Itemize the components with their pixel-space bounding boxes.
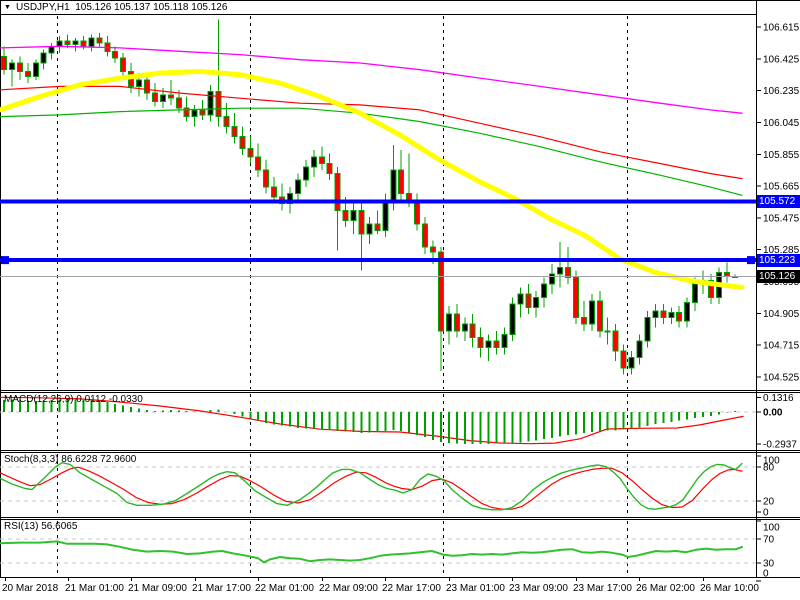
price-tick-label: 104.715 <box>763 341 800 352</box>
stoch-tick-label: 100 <box>763 456 780 467</box>
rsi-tick-label: 0 <box>763 569 769 580</box>
candles <box>1 19 738 375</box>
hline-handle-left[interactable] <box>1 256 9 265</box>
time-tick-label: 26 Mar 02:00 <box>636 583 695 594</box>
stoch-k-line <box>0 462 743 511</box>
macd-tick-label: 0.1316 <box>763 393 794 404</box>
time-tick-label: 20 Mar 2018 <box>2 583 59 594</box>
time-tick-label: 21 Mar 01:00 <box>65 583 124 594</box>
time-tick-label: 22 Mar 09:00 <box>319 583 378 594</box>
macd-histogram <box>3 398 736 445</box>
stoch-d-line <box>0 466 743 510</box>
ma-magenta <box>0 45 743 114</box>
symbol-dropdown-arrow-icon[interactable]: ▼ <box>4 4 11 11</box>
price-tick-label: 105.855 <box>763 150 800 161</box>
macd-tick-label: 0.00 <box>763 408 783 419</box>
time-tick-label: 23 Mar 09:00 <box>509 583 568 594</box>
time-axis[interactable]: 20 Mar 2018 21 Mar 01:00 21 Mar 09:00 21 Ma… <box>2 577 759 594</box>
symbol-ohlc-text: USDJPY,H1 105.126 105.137 105.118 105.12… <box>15 2 228 13</box>
rsi-indicator-label: RSI(13) 56.6065 <box>4 521 78 532</box>
price-axis[interactable]: 106.615 106.425 106.235 106.045 105.855 105.6… <box>756 0 800 582</box>
price-label-resistance-1[interactable]: 105.572 <box>757 195 800 208</box>
panel-frames <box>0 0 800 578</box>
price-tick-label: 104.525 <box>763 372 800 383</box>
price-tick-label: 104.905 <box>763 309 800 320</box>
price-tick-label: 106.235 <box>763 86 800 97</box>
stoch-indicator-label: Stoch(8,3,3) 86.6228 72.9600 <box>4 454 137 465</box>
stoch-panel <box>0 462 756 511</box>
current-price-label: 105.126 <box>757 270 800 283</box>
price-label-resistance-2[interactable]: 105.223 <box>757 254 800 267</box>
stoch-tick-label: 20 <box>763 496 775 507</box>
hline-handle-right[interactable] <box>747 256 755 265</box>
ma-yellow <box>0 68 745 290</box>
ma-red <box>0 85 743 180</box>
macd-indicator-label: MACD(12,26,9) 0.0112 -0.0330 <box>4 394 143 405</box>
time-tick-label: 23 Mar 17:00 <box>573 583 632 594</box>
time-tick-label: 21 Mar 17:00 <box>192 583 251 594</box>
price-tick-label: 105.475 <box>763 213 800 224</box>
rsi-tick-label: 70 <box>763 535 775 546</box>
ma-green <box>0 107 743 196</box>
stoch-tick-label: 0 <box>763 508 769 519</box>
moving-averages <box>0 45 745 290</box>
time-tick-label: 21 Mar 09:00 <box>128 583 187 594</box>
price-tick-label: 106.615 <box>763 23 800 34</box>
time-tick-label: 26 Mar 10:00 <box>700 583 759 594</box>
stoch-tick-label: 80 <box>763 463 775 474</box>
chart-title: ▼ USDJPY,H1 105.126 105.137 105.118 105.1… <box>4 2 227 13</box>
price-tick-label: 105.285 <box>763 245 800 256</box>
time-tick-label: 23 Mar 01:00 <box>446 583 505 594</box>
price-tick-label: 106.045 <box>763 118 800 129</box>
price-tick-label: 105.665 <box>763 182 800 193</box>
macd-tick-label: -0.2937 <box>763 439 797 450</box>
horizontal-lines <box>0 199 756 265</box>
rsi-tick-label: 30 <box>763 559 775 570</box>
time-tick-label: 22 Mar 01:00 <box>255 583 314 594</box>
rsi-line <box>0 540 743 564</box>
rsi-tick-label: 100 <box>763 523 780 534</box>
rsi-panel <box>0 538 756 564</box>
time-tick-label: 22 Mar 17:00 <box>382 583 441 594</box>
price-tick-label: 106.425 <box>763 54 800 65</box>
